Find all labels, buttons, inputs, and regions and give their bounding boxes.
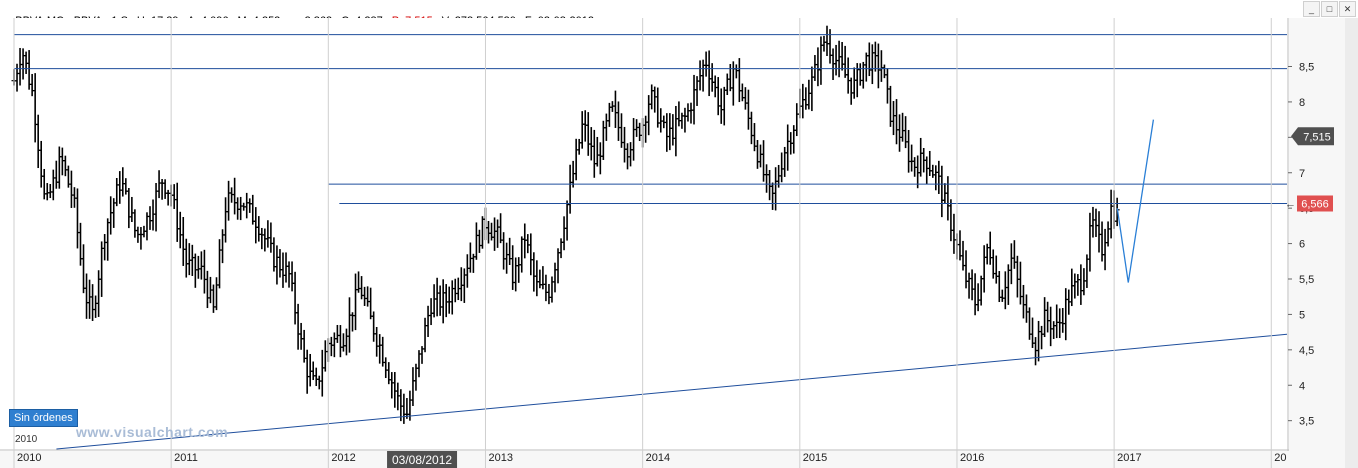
- y-tick-label: 8: [1299, 97, 1305, 109]
- y-tick-label: 5: [1299, 309, 1305, 321]
- x-tick-label: 20: [1274, 452, 1286, 464]
- y-tick-label: 6: [1299, 239, 1305, 251]
- y-tick-label: 4: [1299, 380, 1305, 392]
- scrollbar: [1345, 18, 1358, 468]
- minimize-button[interactable]: _: [1303, 1, 1320, 17]
- level-arrow: ←: [1285, 198, 1296, 210]
- last-price-label: 7,515: [1303, 131, 1331, 143]
- window-controls: _ □ ✕: [1302, 1, 1356, 17]
- x-tick-label: 2013: [488, 452, 512, 464]
- value-tags: 03/08/2012 7,515 ← 6,566: [387, 127, 1334, 468]
- cursor-date-tag: [387, 451, 458, 468]
- level-price-tag: [1297, 195, 1333, 212]
- x-tick-label: 2012: [331, 452, 355, 464]
- watermark: www.visualchart.com: [76, 424, 229, 440]
- price-bars: [11, 25, 1120, 424]
- x-tick-label: 2014: [646, 452, 670, 464]
- year-marker: 2010: [15, 434, 38, 445]
- y-tick-label: 3,5: [1299, 416, 1314, 428]
- y-tick-label: 7: [1299, 168, 1305, 180]
- projection-line: [1116, 119, 1155, 283]
- x-axis: 2010 2011 2012 2013 2014 2015 2016 2017 20: [13, 18, 1287, 468]
- x-tick-label: 2015: [803, 452, 827, 464]
- x-tick-label: 2016: [960, 452, 984, 464]
- level-price-label: 6,566: [1301, 198, 1329, 210]
- drawn-lines: [14, 34, 1288, 450]
- y-tick-label: 8,5: [1299, 62, 1314, 74]
- maximize-button[interactable]: □: [1321, 1, 1338, 17]
- cursor-date-label: 03/08/2012: [392, 453, 452, 467]
- x-tick-label: 2011: [174, 452, 198, 464]
- x-axis-panel: [0, 451, 1289, 468]
- y-tick-label: 4,5: [1299, 345, 1314, 357]
- last-price-tag: [1291, 127, 1334, 146]
- price-chart[interactable]: 3,544,555,566,577,588,5 2010201120122013…: [0, 18, 1358, 468]
- y-tick-label: 5,5: [1299, 274, 1314, 286]
- plot-background: [0, 18, 1358, 468]
- chart-grid: [0, 18, 1358, 468]
- support-trendline: [56, 333, 1288, 450]
- x-tick-label: 2010: [17, 452, 41, 464]
- x-tick-label: 2017: [1117, 452, 1141, 464]
- close-button[interactable]: ✕: [1339, 1, 1356, 17]
- title-bar: BBVA.MC - BBVA - 1 SH: 17:29A: 4,096M: 4…: [0, 0, 1358, 27]
- orders-status-badge[interactable]: Sin órdenes: [9, 409, 78, 427]
